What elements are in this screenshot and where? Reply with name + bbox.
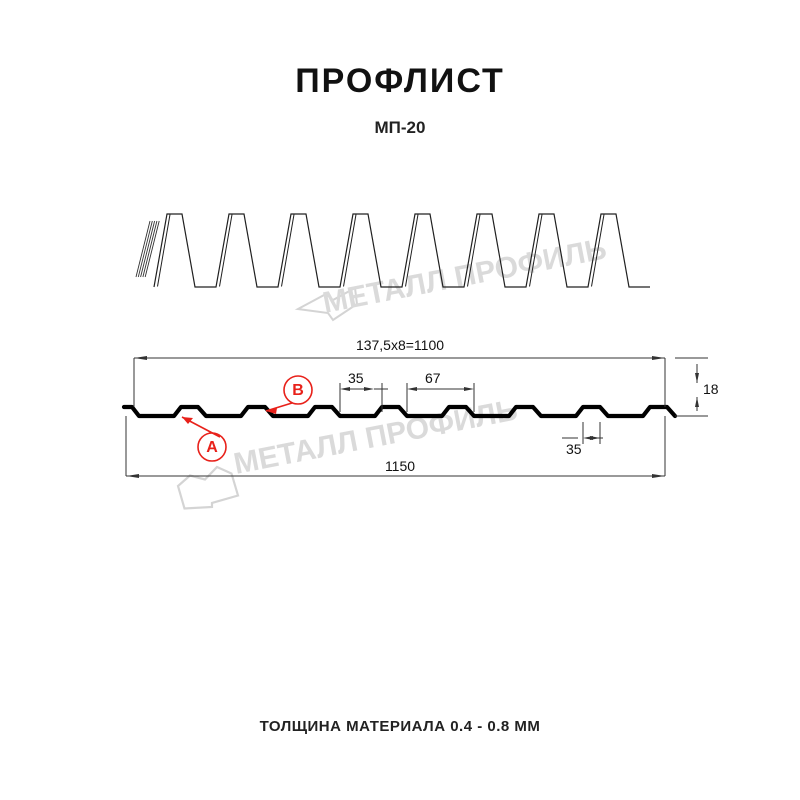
svg-text:B: B	[292, 382, 304, 399]
svg-text:1150: 1150	[385, 458, 415, 474]
svg-text:67: 67	[425, 370, 441, 386]
svg-text:18: 18	[703, 381, 719, 397]
svg-text:137,5x8=1100: 137,5x8=1100	[356, 337, 444, 353]
svg-text:35: 35	[566, 441, 582, 457]
svg-text:МЕТАЛЛ ПРОФИЛЬ: МЕТАЛЛ ПРОФИЛЬ	[231, 393, 520, 480]
svg-text:35: 35	[348, 370, 364, 386]
svg-text:A: A	[206, 439, 218, 456]
